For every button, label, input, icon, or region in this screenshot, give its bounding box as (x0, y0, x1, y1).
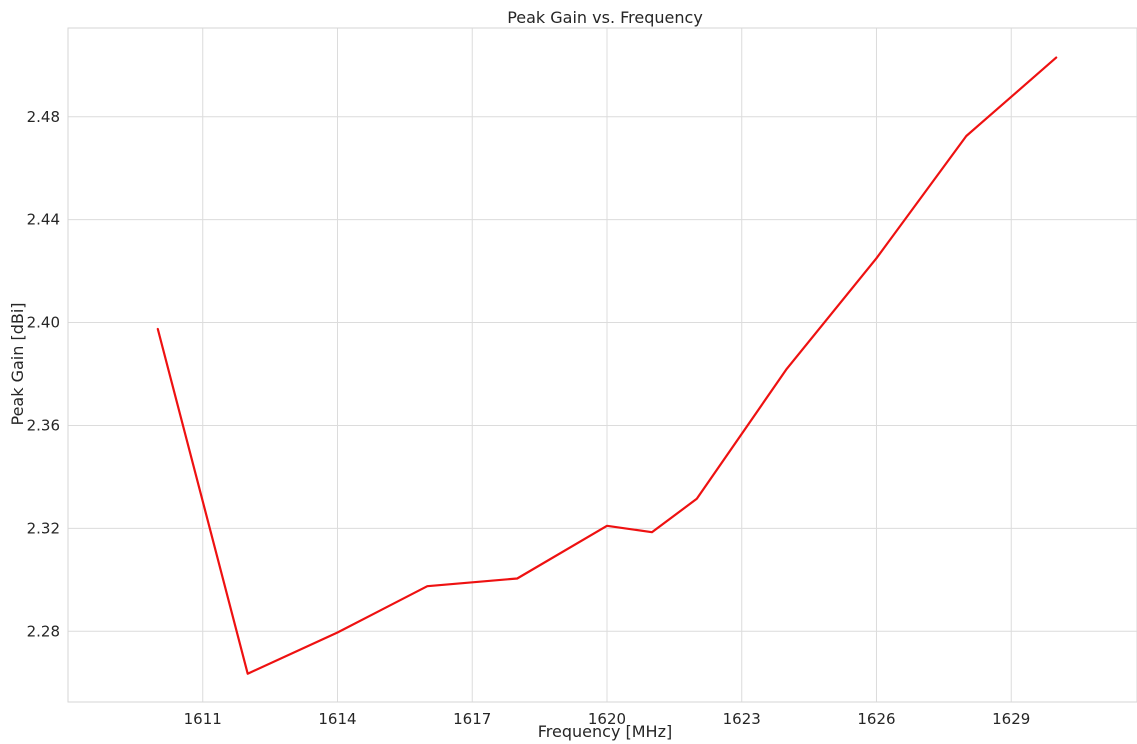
x-tick-label: 1611 (184, 710, 222, 728)
y-tick-label: 2.40 (27, 314, 60, 332)
y-tick-label: 2.32 (27, 519, 60, 537)
x-tick-label: 1614 (318, 710, 356, 728)
x-tick-label: 1617 (453, 710, 491, 728)
y-tick-label: 2.36 (27, 416, 60, 434)
x-axis-ticks: 1611 1614 1617 1620 1623 1626 1629 (184, 710, 1031, 728)
x-axis-title: Frequency [MHz] (538, 722, 672, 741)
y-tick-label: 2.28 (27, 622, 60, 640)
x-tick-label: 1623 (723, 710, 761, 728)
series-line (156, 56, 1058, 675)
y-tick-label: 2.44 (27, 211, 60, 229)
x-tick-label: 1629 (992, 710, 1030, 728)
y-tick-label: 2.48 (27, 108, 60, 126)
series-layer (156, 56, 1058, 675)
x-tick-label: 1626 (857, 710, 895, 728)
x-tick-label: 1620 (588, 710, 626, 728)
y-axis-ticks: 2.28 2.32 2.36 2.40 2.44 2.48 (27, 108, 60, 641)
chart-title: Peak Gain vs. Frequency (507, 8, 703, 27)
plot-area-frame (67, 27, 1137, 703)
y-axis-title: Peak Gain [dBi] (8, 302, 27, 425)
